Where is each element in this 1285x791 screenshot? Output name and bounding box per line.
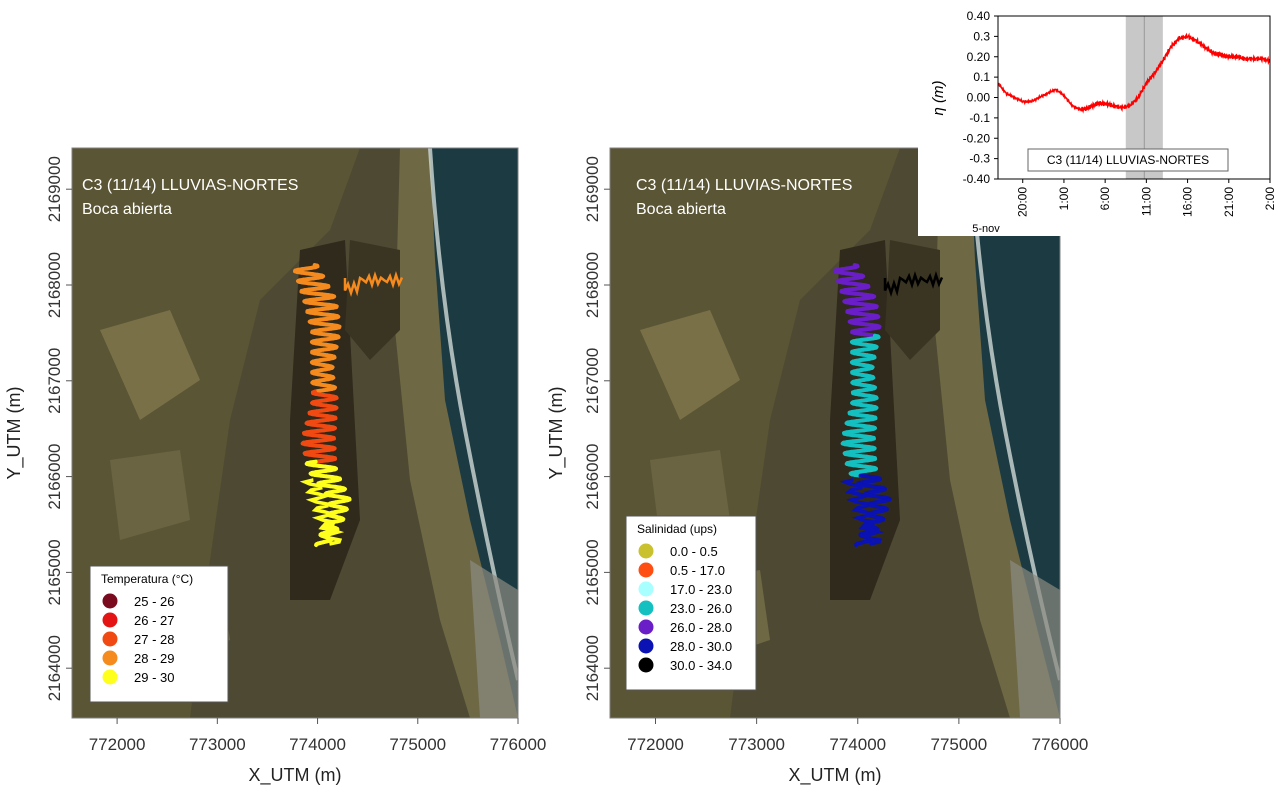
- y-tick-label: 0.40: [967, 9, 991, 23]
- y-tick-label: 2169000: [583, 156, 602, 222]
- x-tick-label: 773000: [189, 735, 246, 754]
- x-axis-label: X_UTM (m): [249, 765, 342, 786]
- map-title: C3 (11/14) LLUVIAS-NORTES: [82, 177, 298, 194]
- y-tick-label: 0.20: [967, 50, 991, 64]
- legend-swatch: [639, 563, 654, 578]
- y-tick-label: 2164000: [45, 635, 64, 701]
- y-tick-label: -0.40: [963, 172, 991, 186]
- x-tick-label: 774000: [289, 735, 346, 754]
- legend-label: 25 - 26: [134, 594, 174, 609]
- legend-swatch: [639, 582, 654, 597]
- y-tick-label: -0.3: [969, 152, 990, 166]
- y-tick-label: 2165000: [45, 539, 64, 605]
- y-tick-label: 0.1: [973, 70, 990, 84]
- map-subtitle: Boca abierta: [636, 201, 726, 218]
- y-tick-label: 2164000: [583, 635, 602, 701]
- temperature-map-panel: 772000 773000 774000 775000 776000 2164000 216…: [4, 148, 546, 786]
- x-tick-label: 6:00: [1098, 187, 1112, 211]
- legend-label: 28 - 29: [134, 651, 174, 666]
- y-tick-label: 2167000: [45, 348, 64, 414]
- legend-swatch: [639, 639, 654, 654]
- legend-swatch: [103, 613, 118, 628]
- salinity-map-panel: 772000 773000 774000 775000 776000 2164000 216…: [546, 148, 1088, 786]
- x-tick-label: 2:00: [1263, 187, 1277, 211]
- legend-label: 26.0 - 28.0: [670, 620, 732, 635]
- y-tick-label: 0.3: [973, 29, 990, 43]
- y-axis-label: Y_UTM (m): [4, 387, 25, 480]
- y-tick-label: 2168000: [583, 252, 602, 318]
- x-tick-label: 21:00: [1222, 187, 1236, 217]
- x-tick-label: 16:00: [1181, 187, 1195, 217]
- x-tick-label: 776000: [1032, 735, 1089, 754]
- x-tick-label: 773000: [728, 735, 785, 754]
- y-tick-label: 2167000: [583, 348, 602, 414]
- x-axis-label: X_UTM (m): [789, 765, 882, 786]
- y-tick-label: 2169000: [45, 156, 64, 222]
- map-title: C3 (11/14) LLUVIAS-NORTES: [636, 177, 852, 194]
- y-tick-label: 2168000: [45, 252, 64, 318]
- x-tick-label: 20:00: [1016, 187, 1030, 217]
- y-axis-label: Y_UTM (m): [546, 387, 567, 480]
- legend-label: 0.0 - 0.5: [670, 544, 718, 559]
- water-level-inset: 0.40 0.3 0.20 0.1 0.00 -0.1 -0.20 -0.3 -0.40 20:0…: [918, 0, 1285, 236]
- legend-label: 26 - 27: [134, 613, 174, 628]
- legend-title: Temperatura (°C): [101, 572, 193, 586]
- y-tick-label: 0.00: [967, 91, 991, 105]
- inset-y-axis-label: η (m): [930, 81, 947, 116]
- x-tick-label: 1:00: [1057, 187, 1071, 211]
- legend-label: 29 - 30: [134, 670, 174, 685]
- x-tick-label: 775000: [931, 735, 988, 754]
- legend-swatch: [103, 632, 118, 647]
- y-tick-label: -0.20: [963, 131, 991, 145]
- legend-title: Salinidad (ups): [637, 522, 717, 536]
- legend-label: 17.0 - 23.0: [670, 582, 732, 597]
- legend-swatch: [639, 658, 654, 673]
- x-tick-label: 772000: [627, 735, 684, 754]
- x-tick-label: 776000: [490, 735, 547, 754]
- y-tick-label: 2166000: [45, 443, 64, 509]
- legend-label: 23.0 - 26.0: [670, 601, 732, 616]
- legend-swatch: [103, 670, 118, 685]
- legend-swatch: [639, 620, 654, 635]
- temperature-legend: Temperatura (°C) 25 - 26 26 - 27 27 - 28 28…: [90, 566, 228, 702]
- y-tick-label: -0.1: [969, 111, 990, 125]
- legend-swatch: [639, 601, 654, 616]
- x-tick-label: 11:00: [1139, 187, 1153, 216]
- legend-label: 27 - 28: [134, 632, 174, 647]
- date-label: 5-nov: [972, 223, 1000, 235]
- legend-label: 30.0 - 34.0: [670, 658, 732, 673]
- inset-annotation: C3 (11/14) LLUVIAS-NORTES: [1047, 153, 1209, 167]
- legend-label: 0.5 - 17.0: [670, 563, 725, 578]
- y-tick-label: 2165000: [583, 539, 602, 605]
- salinity-legend: Salinidad (ups) 0.0 - 0.5 0.5 - 17.0 17.0 …: [626, 516, 756, 690]
- legend-swatch: [103, 594, 118, 609]
- y-tick-label: 2166000: [583, 443, 602, 509]
- map-subtitle: Boca abierta: [82, 201, 172, 218]
- legend-swatch: [103, 651, 118, 666]
- x-tick-label: 772000: [89, 735, 146, 754]
- legend-swatch: [639, 544, 654, 559]
- x-tick-label: 774000: [829, 735, 886, 754]
- x-tick-label: 775000: [389, 735, 446, 754]
- legend-label: 28.0 - 30.0: [670, 639, 732, 654]
